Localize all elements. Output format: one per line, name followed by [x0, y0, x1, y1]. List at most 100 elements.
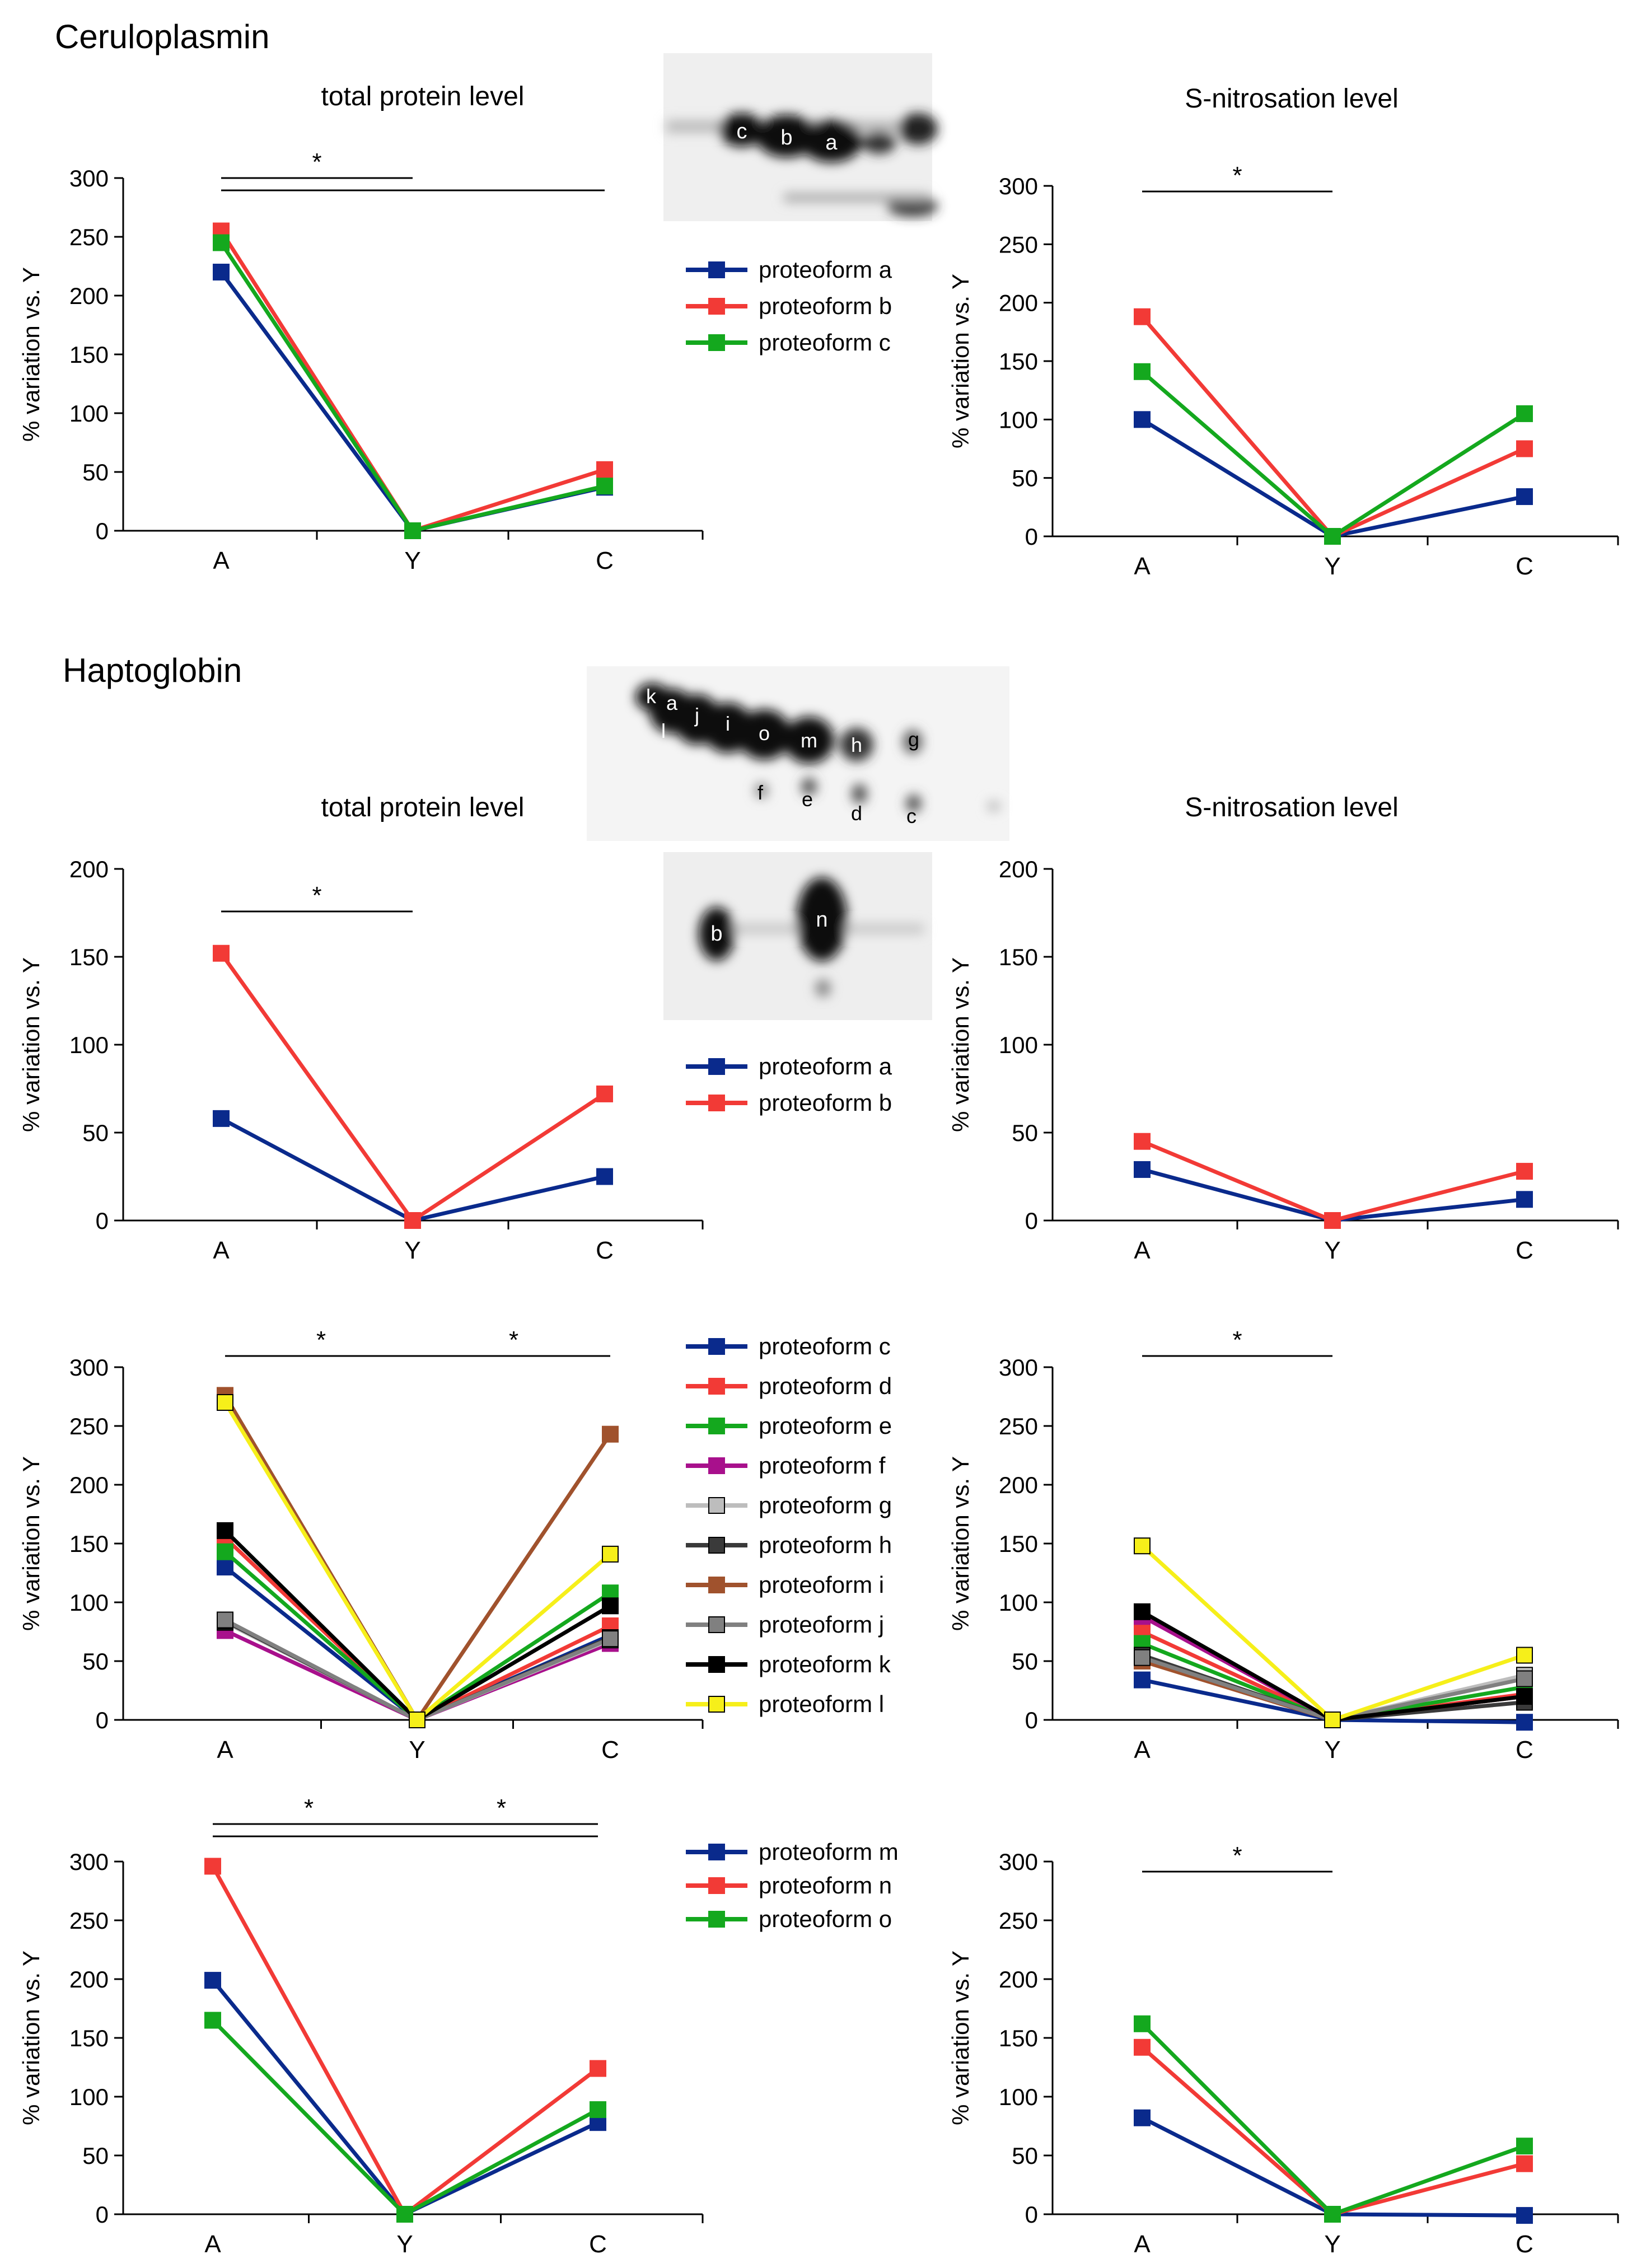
- series-line: [224, 1629, 611, 1722]
- y-tick-label: 150: [999, 348, 1038, 375]
- data-point: [602, 1425, 619, 1443]
- legend-marker: [708, 1338, 725, 1355]
- series-line: [223, 1401, 612, 1722]
- data-point: [213, 1110, 230, 1127]
- gel-label: m: [801, 729, 817, 752]
- gel-label: e: [802, 788, 813, 811]
- legend-label: proteoform l: [759, 1691, 884, 1717]
- gel-image-haptoglobin-bottom: b n: [663, 852, 932, 1020]
- y-tick-label: 150: [69, 2025, 109, 2051]
- data-point: [1134, 2038, 1151, 2056]
- chart-title: total protein level: [321, 793, 525, 822]
- y-tick-label: 250: [999, 1907, 1038, 1934]
- y-tick-label: 250: [69, 1907, 109, 1934]
- legend-label: proteoform c: [759, 329, 891, 356]
- chart-title: S-nitrosation level: [1185, 793, 1399, 822]
- x-tick-label: Y: [1324, 1237, 1340, 1264]
- legend-item: proteoform a: [686, 1053, 892, 1079]
- x-tick-label: C: [1516, 1237, 1533, 1264]
- legend-item: proteoform b: [686, 293, 892, 319]
- x-tick-label: C: [601, 1736, 619, 1764]
- x-tick-label: A: [213, 1237, 230, 1264]
- y-tick-label: 250: [69, 1413, 109, 1439]
- y-tick-label: 200: [69, 856, 109, 882]
- significance-star: *: [1232, 1326, 1242, 1354]
- y-tick-label: 250: [999, 231, 1038, 258]
- x-tick-label: C: [1516, 553, 1533, 580]
- data-point: [1134, 411, 1151, 428]
- legend-item: proteoform h: [686, 1532, 892, 1558]
- data-point: [590, 2101, 606, 2119]
- y-tick-label: 0: [1025, 523, 1038, 550]
- legend-item: proteoform d: [686, 1373, 892, 1399]
- x-tick-label: Y: [396, 2230, 413, 2258]
- data-point: [404, 1212, 421, 1229]
- y-tick-label: 0: [1025, 2201, 1038, 2228]
- y-tick-label: 100: [69, 400, 109, 427]
- chart-haptoglobin-mo-snitrosation: % variation vs. Y 0 50 100 150 200 250 300 A Y C *: [947, 1842, 1619, 2258]
- data-point: [596, 1168, 613, 1185]
- x-tick-label: A: [1134, 1237, 1151, 1264]
- y-tick-label: 250: [999, 1413, 1038, 1439]
- y-tick-label: 200: [999, 856, 1038, 882]
- x-tick-label: C: [589, 2230, 607, 2258]
- y-tick-label: 300: [69, 1354, 109, 1381]
- data-point: [602, 1597, 619, 1615]
- data-point: [404, 522, 421, 539]
- y-tick-label: 0: [96, 518, 109, 544]
- series-line: [211, 1979, 599, 2216]
- data-point: [217, 1543, 233, 1560]
- y-tick-label: 300: [69, 1849, 109, 1875]
- data-point: [602, 1630, 619, 1648]
- y-tick-label: 300: [999, 1354, 1038, 1381]
- data-point: [1134, 1133, 1151, 1150]
- data-point: [1134, 308, 1151, 325]
- data-point: [213, 234, 230, 251]
- gel-label: b: [710, 922, 722, 946]
- series-line: [1140, 2022, 1526, 2216]
- chart-haptoglobin-mo-total: % variation vs. Y 0 50 100 150 200 250 300 A Y C * *: [18, 1794, 704, 2258]
- legend-label: proteoform a: [759, 1053, 892, 1079]
- legend-item: proteoform c: [686, 329, 891, 356]
- legend-haptoglobin-mo: proteoform m proteoform n proteoform o: [686, 1839, 899, 1932]
- y-tick-label: 200: [69, 1966, 109, 1993]
- gel-label: c: [737, 120, 747, 143]
- data-point: [204, 1858, 221, 1875]
- x-tick-label: C: [1516, 2230, 1533, 2258]
- significance-star: *: [316, 1326, 326, 1354]
- data-point: [409, 1711, 425, 1728]
- legend-item: proteoform g: [686, 1492, 892, 1518]
- data-point: [1134, 1161, 1151, 1178]
- legend-item: proteoform f: [686, 1452, 886, 1479]
- data-point: [1516, 2155, 1533, 2172]
- x-tick-label: A: [1134, 2230, 1151, 2258]
- legend-marker: [708, 1095, 725, 1111]
- chart-haptoglobin-ab-snitrosation: S-nitrosation level % variation vs. Y 0 50 1…: [947, 793, 1619, 1264]
- legend-label: proteoform i: [759, 1572, 884, 1598]
- y-tick-label: 150: [69, 1531, 109, 1557]
- y-tick-label: 50: [82, 2143, 109, 2169]
- x-tick-label: Y: [404, 547, 420, 574]
- y-axis-label: % variation vs. Y: [18, 267, 44, 442]
- x-tick-label: Y: [1324, 553, 1340, 580]
- section-title-haptoglobin: Haptoglobin: [63, 652, 242, 689]
- gel-label: a: [666, 691, 678, 714]
- legend-marker: [708, 1656, 725, 1673]
- data-point: [1324, 2206, 1341, 2223]
- legend-label: proteoform d: [759, 1373, 892, 1399]
- legend-label: proteoform b: [759, 293, 892, 319]
- series-line: [223, 1394, 612, 1722]
- data-point: [204, 2012, 221, 2029]
- x-tick-label: A: [217, 1736, 233, 1764]
- y-tick-label: 100: [999, 406, 1038, 433]
- gel-image-ceruloplasmin: c b a: [663, 53, 938, 221]
- y-tick-label: 50: [1012, 1648, 1038, 1675]
- legend-marker: [708, 1457, 725, 1474]
- y-tick-label: 150: [999, 1531, 1038, 1557]
- data-point: [1324, 1711, 1341, 1728]
- data-point: [1134, 1603, 1151, 1620]
- legend-marker: [708, 1844, 725, 1860]
- data-point: [1516, 440, 1533, 457]
- x-tick-label: Y: [1324, 2230, 1340, 2258]
